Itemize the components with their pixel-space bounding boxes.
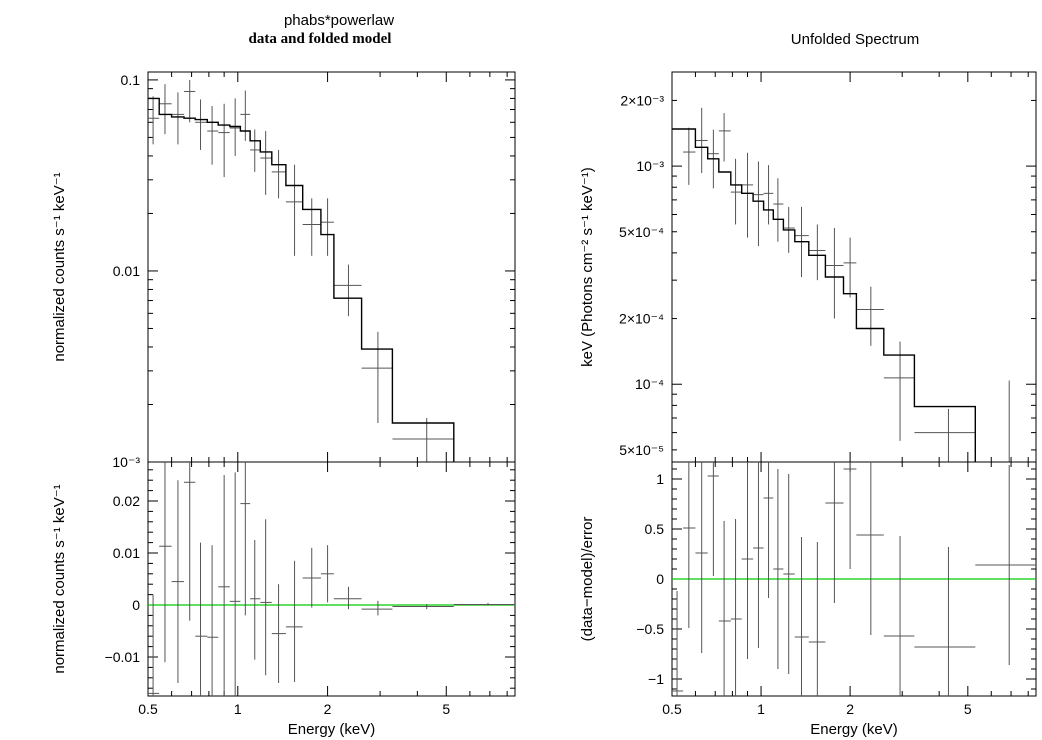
top-left-y-tick-label: 0.1 (121, 72, 141, 88)
left-chart-subtitle: data and folded model (248, 31, 392, 47)
bottom-right-y-axis-label: (data−model)/error (579, 517, 596, 642)
bottom-left-y-tick-label: −0.01 (105, 649, 141, 665)
top-left-model-step (148, 97, 455, 462)
bottom-right-x-tick-label: 2 (846, 701, 854, 717)
bottom-left-x-tick-label: 1 (234, 701, 242, 717)
bottom-left-y-tick-label: 0.01 (113, 545, 140, 561)
top-right-y-tick-label: 10⁻⁴ (635, 376, 664, 392)
bottom-right-y-tick-label: 0 (656, 571, 664, 587)
top-right-y-tick-label: 5×10⁻⁵ (619, 442, 664, 458)
bottom-right-x-tick-label: 0.5 (662, 701, 682, 717)
bottom-right-x-axis-label: Energy (keV) (810, 721, 898, 738)
top-left-y-tick-label: 0.01 (113, 263, 140, 279)
top-right-y-tick-label: 5×10⁻⁴ (619, 224, 664, 240)
bottom-right-y-tick-label: 0.5 (645, 521, 665, 537)
bottom-right-x-tick-label: 5 (964, 701, 972, 717)
bottom-right-y-tick-label: −1 (648, 671, 664, 687)
top-right-y-tick-label: 10⁻³ (636, 158, 664, 174)
bottom-left-y-tick-label: 0 (132, 597, 140, 613)
left-chart-title: phabs*powerlaw (283, 12, 395, 29)
bottom-right-y-tick-label: −0.5 (636, 621, 664, 637)
bottom-right-x-tick-label: 1 (757, 701, 765, 717)
bottom-left-y-tick-label: 0.02 (113, 493, 140, 509)
bottom-left-x-axis-label: Energy (keV) (288, 721, 376, 738)
bottom-left-x-tick-label: 2 (324, 701, 332, 717)
bottom-right-y-tick-label: 1 (656, 471, 664, 487)
bottom-left-frame (147, 461, 516, 697)
top-right-y-tick-label: 2×10⁻⁴ (619, 311, 664, 327)
top-left-y-tick-label: 10⁻³ (112, 454, 140, 470)
bottom-left-y-axis-label: normalized counts s⁻¹ keV⁻¹ (51, 484, 68, 673)
top-left-frame (147, 71, 516, 463)
top-left-y-axis-label: normalized counts s⁻¹ keV⁻¹ (51, 172, 68, 361)
top-right-model-step (672, 128, 976, 462)
right-chart-title: Unfolded Spectrum (790, 31, 920, 48)
top-right-y-tick-label: 2×10⁻³ (620, 92, 664, 108)
bottom-left-x-tick-label: 0.5 (138, 701, 158, 717)
bottom-left-x-tick-label: 5 (442, 701, 450, 717)
top-right-y-axis-label: keV (Photons cm⁻² s⁻¹ keV⁻¹) (579, 167, 596, 367)
